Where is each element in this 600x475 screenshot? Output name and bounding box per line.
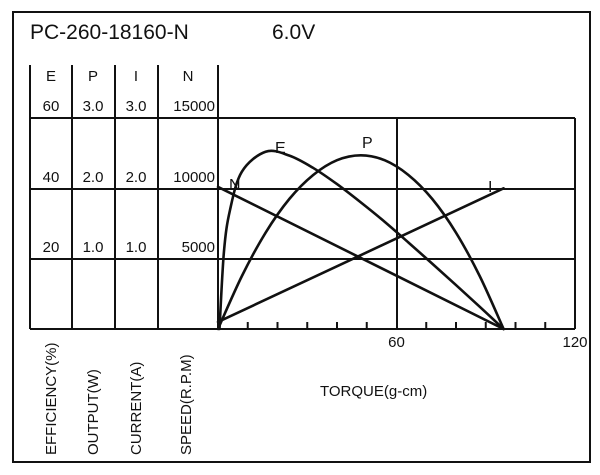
axis-label-i: CURRENT(A) — [128, 362, 145, 455]
y-tick-e: 20 — [43, 239, 60, 256]
series-line-p — [216, 153, 505, 331]
series-label-n: N — [229, 177, 241, 194]
y-tick-p: 3.0 — [83, 98, 104, 115]
y-ticks: 20 40 60 EFFICIENCY(%) 1.0 2.0 3.0 OUTPUT(W) 1.0… — [43, 98, 215, 455]
y-tick-e: 60 — [43, 98, 60, 115]
y-tick-i: 1.0 — [126, 239, 147, 256]
y-tick-i: 3.0 — [126, 98, 147, 115]
series-label-i: I — [488, 179, 492, 196]
axis-columns — [29, 65, 219, 329]
x-tick-label: 60 — [388, 334, 405, 351]
y-tick-n: 5000 — [182, 239, 215, 256]
column-header-e: E — [46, 68, 56, 85]
series-label-p: P — [362, 135, 373, 152]
column-header-i: I — [134, 68, 138, 85]
series-group: E P I N — [216, 135, 505, 331]
y-tick-e: 40 — [43, 169, 60, 186]
y-tick-n: 15000 — [173, 98, 215, 115]
x-tick-label: 120 — [562, 334, 587, 351]
series-line-i — [216, 187, 505, 324]
series-label-e: E — [275, 140, 286, 157]
grid — [30, 117, 576, 330]
y-tick-p: 1.0 — [83, 239, 104, 256]
axis-label-p: OUTPUT(W) — [85, 369, 102, 455]
y-tick-i: 2.0 — [126, 169, 147, 186]
y-tick-p: 2.0 — [83, 169, 104, 186]
chart-title: PC-260-18160-N — [30, 21, 189, 44]
axis-label-e: EFFICIENCY(%) — [43, 342, 60, 455]
chart-border — [12, 11, 591, 463]
x-axis-label: TORQUE(g-cm) — [320, 383, 427, 400]
column-header-n: N — [183, 68, 194, 85]
series-line-n — [216, 185, 505, 331]
column-header-p: P — [88, 68, 98, 85]
y-tick-n: 10000 — [173, 169, 215, 186]
x-ticks: 60 120 — [246, 322, 588, 351]
series-line-e — [218, 149, 505, 331]
axis-label-n: SPEED(R.P.M) — [178, 354, 195, 455]
voltage-label: 6.0V — [272, 21, 315, 44]
